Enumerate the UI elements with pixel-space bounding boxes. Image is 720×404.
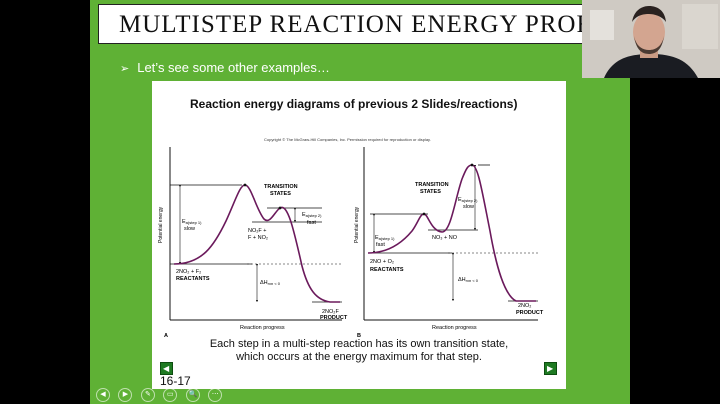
- back-arrow-icon: ◀: [163, 364, 170, 373]
- panel-a-energy-curve: [173, 184, 340, 303]
- panel-b-ea2-label: Ea(step 2): [458, 197, 478, 203]
- panel-a-intermediate1: NO₂F +: [248, 228, 267, 234]
- next-slide-button[interactable]: ▶: [544, 362, 557, 375]
- bullet-arrow-icon: ➢: [120, 63, 130, 75]
- panel-b-xlabel: Reaction progress: [432, 325, 477, 331]
- panel-a-transition-label: TRANSITION: [264, 184, 298, 190]
- panel-a-dh-label: ΔHrxn < 0: [260, 280, 281, 286]
- slide-number: 16-17: [160, 374, 191, 388]
- panel-b-ea2-rate: slow: [463, 204, 474, 210]
- panel-a-ts2-dot: [278, 206, 282, 210]
- panel-b-reactants-label: REACTANTS: [370, 267, 404, 273]
- panel-a: TRANSITION STATES Ea(step 1) slow Ea(ste…: [158, 147, 348, 339]
- zoom-control-icon[interactable]: 🔍: [185, 387, 200, 402]
- panel-a-ea1-label: Ea(step 1): [182, 219, 202, 225]
- panel-b-transition-label: TRANSITION: [415, 182, 449, 188]
- webcam-overlay: [582, 0, 720, 78]
- presenter-video: [582, 0, 720, 78]
- panel-b-product-label: PRODUCT: [516, 310, 544, 316]
- panel-a-xlabel: Reaction progress: [240, 325, 285, 331]
- panel-a-letter: A: [164, 333, 168, 339]
- energy-diagrams: TRANSITION STATES Ea(step 1) slow Ea(ste…: [158, 147, 544, 339]
- panel-a-intermediate2: F + NO₂: [248, 235, 268, 241]
- panel-b-ea1-rate: fast: [376, 242, 385, 248]
- slide: MULTISTEP REACTION ENERGY PROFILE ➢ Let’s…: [90, 0, 630, 404]
- panel-a-reactants-formula: 2NO₂ + F₂: [176, 269, 201, 275]
- panel-b-ts2-dot: [470, 163, 474, 167]
- panel-b-dh-label: ΔHrxn < 0: [458, 277, 479, 283]
- panel-a-ea1-rate: slow: [184, 226, 195, 232]
- panel-a-reactants-label: REACTANTS: [176, 276, 210, 282]
- caption-line-2: which occurs at the energy maximum for t…: [236, 351, 482, 363]
- panel-b: TRANSITION STATES Ea(step 1) fast Ea(ste…: [354, 147, 544, 339]
- panel-b-ylabel: Potential energy: [354, 206, 360, 243]
- figure: Reaction energy diagrams of previous 2 S…: [152, 81, 566, 389]
- player-controls: ◀ ▶ ✎ ▭ 🔍 ⋯: [96, 386, 226, 402]
- panel-b-transition-label2: STATES: [420, 189, 441, 195]
- previous-slide-button[interactable]: ◀: [160, 362, 173, 375]
- panel-b-intermediate: NO₃ + NO: [432, 235, 458, 241]
- next-control-icon[interactable]: ▶: [118, 387, 133, 402]
- panel-b-energy-curve: [367, 164, 536, 302]
- slide-title: MULTISTEP REACTION ENERGY PROFILE: [119, 11, 630, 38]
- figure-title: Reaction energy diagrams of previous 2 S…: [190, 97, 518, 111]
- caption-line-1: Each step in a multi-step reaction has i…: [209, 338, 509, 350]
- panel-b-ts1-dot: [422, 212, 426, 216]
- caption: Each step in a multi-step reaction has i…: [152, 338, 566, 364]
- forward-arrow-icon: ▶: [547, 364, 554, 373]
- panel-a-transition-label2: STATES: [270, 191, 291, 197]
- pen-control-icon[interactable]: ✎: [140, 387, 155, 402]
- more-control-icon[interactable]: ⋯: [208, 387, 223, 402]
- copyright-notice: Copyright © The McGraw-Hill Companies, I…: [264, 137, 431, 142]
- bullet-text: Let’s see some other examples…: [137, 60, 330, 75]
- panel-b-ea1-label: Ea(step 1): [375, 235, 395, 241]
- slides-control-icon[interactable]: ▭: [163, 387, 178, 402]
- panel-a-ts1-dot: [243, 183, 247, 187]
- panel-a-ea2-label: Ea(step 2): [302, 212, 322, 218]
- bullet-item: ➢ Let’s see some other examples…: [120, 60, 330, 75]
- panel-b-letter: B: [357, 333, 361, 339]
- panel-a-product-formula: 2NO₂F: [322, 309, 339, 315]
- panel-a-ylabel: Potential energy: [158, 206, 164, 243]
- panel-b-reactants-formula: 2NO + O₂: [370, 259, 394, 265]
- title-bar: MULTISTEP REACTION ENERGY PROFILE: [98, 4, 630, 44]
- panel-a-product-label: PRODUCT: [320, 315, 348, 321]
- previous-control-icon[interactable]: ◀: [96, 387, 110, 402]
- panel-a-ea2-rate: fast: [307, 220, 316, 226]
- panel-b-product-formula: 2NO₂: [518, 303, 531, 309]
